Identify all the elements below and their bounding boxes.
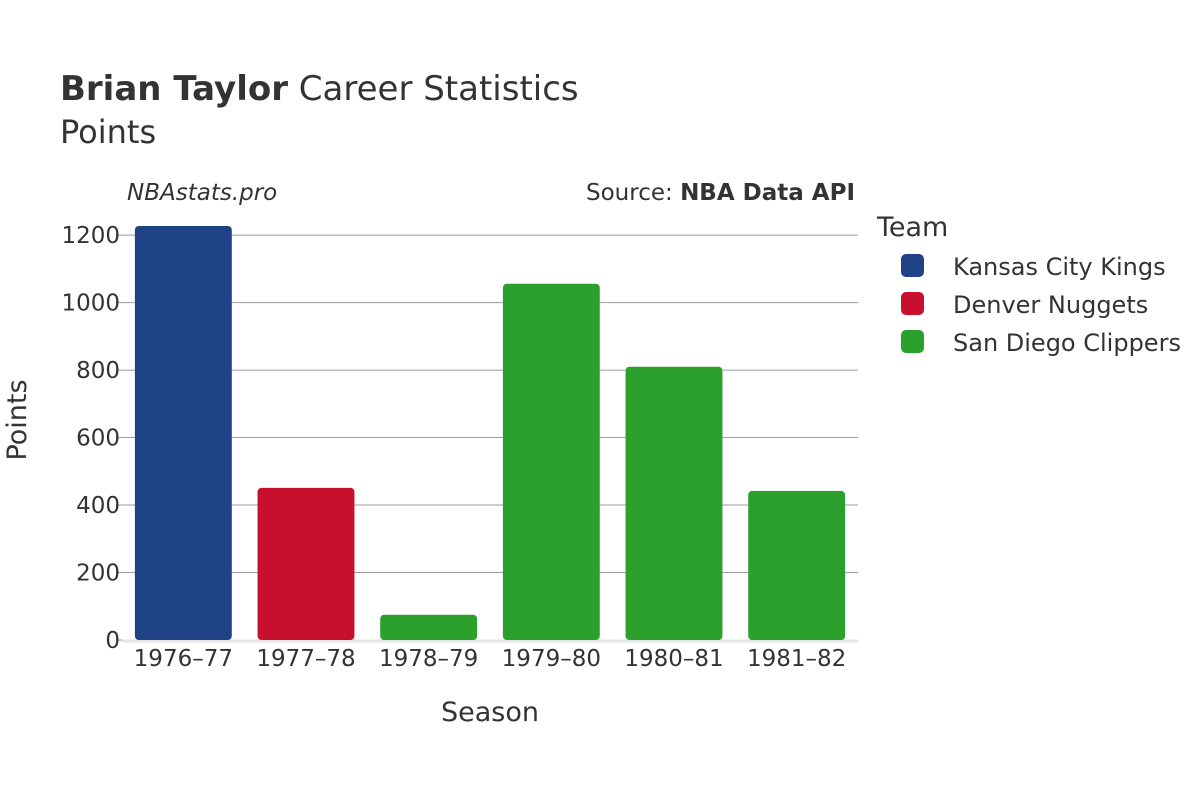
legend-label: Denver Nuggets (953, 291, 1148, 319)
y-axis-ticks: 0 200 400 600 800 1000 1200 (61, 223, 122, 654)
y-tick-label: 600 (76, 426, 120, 452)
gridlines (122, 234, 858, 643)
y-tick-label: 1000 (61, 291, 120, 317)
source-prefix: Source: (586, 180, 680, 206)
bar-1979–80 (502, 283, 600, 640)
bar-1980–81 (625, 366, 723, 640)
source-name: NBA Data API (680, 180, 855, 206)
chart-title-rest-text: Career Statistics (299, 69, 579, 109)
y-tick-label: 200 (76, 561, 120, 587)
y-tick-label: 1200 (61, 223, 120, 249)
legend-title: Team (876, 212, 948, 243)
watermark: NBAstats.pro (127, 180, 277, 206)
legend: Kansas City Kings Denver Nuggets San Diego… (901, 253, 1181, 357)
y-tick-label: 800 (76, 358, 120, 384)
x-tick-label: 1977–78 (256, 646, 355, 672)
chart-subtitle: Points (60, 113, 156, 151)
x-tick-label: 1976–77 (134, 646, 233, 672)
chart-title: Brian Taylor Career Statistics (60, 69, 579, 109)
source-credit: Source: NBA Data API (586, 180, 855, 206)
y-tick-label: 0 (105, 628, 120, 654)
x-tick-label: 1981–82 (747, 646, 846, 672)
bar-1976–77 (134, 226, 232, 640)
y-axis-title: Points (2, 379, 33, 460)
legend-label: San Diego Clippers (953, 329, 1181, 357)
legend-label: Kansas City Kings (953, 253, 1166, 281)
bar-1977–78 (257, 487, 355, 640)
legend-swatch (901, 254, 924, 277)
x-tick-label: 1978–79 (379, 646, 478, 672)
bar-1981–82 (748, 490, 846, 640)
x-axis-title: Season (441, 697, 539, 728)
legend-swatch (901, 330, 924, 353)
chart-title-player: Brian Taylor (60, 69, 288, 109)
x-tick-label: 1980–81 (624, 646, 723, 672)
x-axis-ticks: 1976–77 1977–78 1978–79 1979–80 1980–81 1981–… (134, 646, 847, 672)
x-tick-label: 1979–80 (502, 646, 601, 672)
bars (134, 226, 846, 640)
bar-1978–79 (380, 614, 478, 640)
y-tick-label: 400 (76, 493, 120, 519)
legend-swatch (901, 292, 924, 315)
